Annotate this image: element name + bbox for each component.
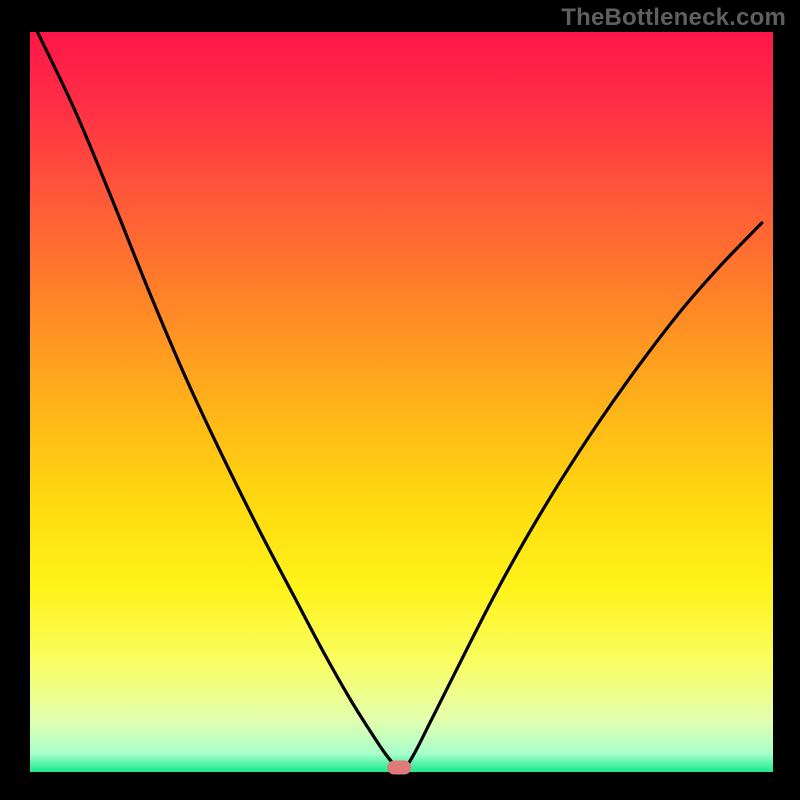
chart-svg <box>0 0 800 800</box>
plot-area <box>30 32 773 772</box>
chart-stage: TheBottleneck.com <box>0 0 800 800</box>
optimal-marker <box>387 761 411 775</box>
